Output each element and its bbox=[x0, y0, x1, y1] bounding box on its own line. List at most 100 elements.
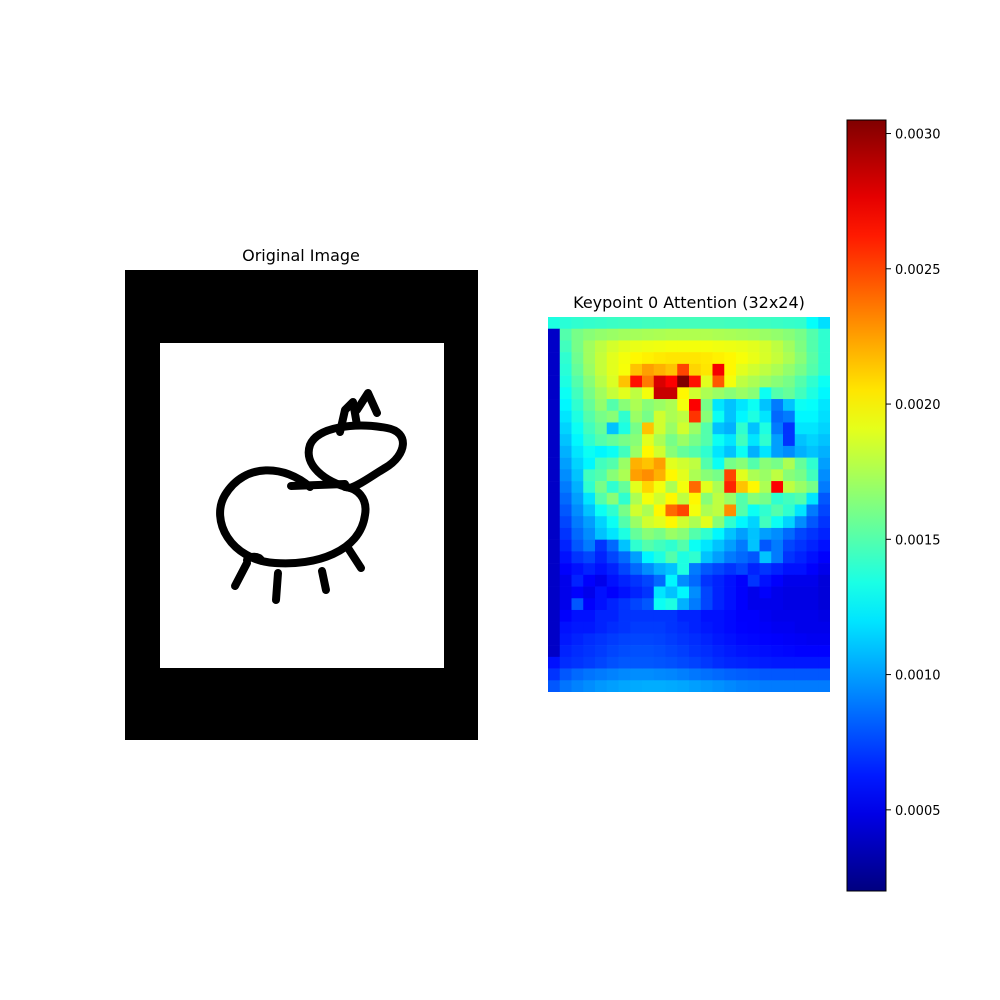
heatmap-cell bbox=[677, 492, 690, 505]
heatmap-cell bbox=[606, 352, 619, 365]
heatmap-cell bbox=[606, 645, 619, 658]
heatmap-cell bbox=[712, 317, 725, 330]
heatmap-cell bbox=[548, 340, 561, 353]
heatmap-cell bbox=[736, 656, 749, 669]
heatmap-cell bbox=[794, 645, 807, 658]
heatmap-cell bbox=[794, 633, 807, 646]
attention-heatmap bbox=[548, 317, 830, 692]
heatmap-cell bbox=[700, 551, 713, 564]
heatmap-cell bbox=[583, 387, 596, 400]
heatmap-cell bbox=[771, 399, 784, 412]
heatmap-cell bbox=[606, 668, 619, 681]
heatmap-cell bbox=[677, 422, 690, 435]
heatmap-cell bbox=[806, 387, 819, 400]
heatmap-cell bbox=[818, 516, 830, 529]
heatmap-cell bbox=[806, 328, 819, 341]
heatmap-cell bbox=[606, 656, 619, 669]
heatmap-cell bbox=[606, 633, 619, 646]
heatmap-cell bbox=[724, 551, 737, 564]
heatmap-cell bbox=[818, 539, 830, 552]
heatmap-cell bbox=[724, 504, 737, 517]
heatmap-cell bbox=[759, 539, 772, 552]
heatmap-cell bbox=[571, 399, 584, 412]
colorbar-tick-label: 0.0020 bbox=[895, 398, 941, 413]
heatmap-cell bbox=[794, 504, 807, 517]
heatmap-cell bbox=[794, 375, 807, 388]
heatmap-cell bbox=[618, 387, 631, 400]
heatmap-cell bbox=[665, 516, 678, 529]
heatmap-cell bbox=[759, 492, 772, 505]
heatmap-cell bbox=[583, 680, 596, 692]
heatmap-cell bbox=[794, 481, 807, 494]
heatmap-cell bbox=[677, 574, 690, 587]
heatmap-cell bbox=[618, 527, 631, 540]
heatmap-cell bbox=[606, 598, 619, 611]
heatmap-cell bbox=[712, 680, 725, 692]
heatmap-cell bbox=[665, 363, 678, 376]
heatmap-cell bbox=[700, 504, 713, 517]
heatmap-cell bbox=[677, 633, 690, 646]
heatmap-cell bbox=[665, 504, 678, 517]
heatmap-cell bbox=[559, 656, 572, 669]
heatmap-cell bbox=[700, 563, 713, 576]
heatmap-cell bbox=[818, 645, 830, 658]
heatmap-cell bbox=[642, 434, 655, 447]
heatmap-cell bbox=[677, 680, 690, 692]
heatmap-cell bbox=[700, 492, 713, 505]
heatmap-cell bbox=[548, 434, 561, 447]
heatmap-cell bbox=[559, 539, 572, 552]
heatmap-cell bbox=[806, 633, 819, 646]
heatmap-cell bbox=[736, 563, 749, 576]
heatmap-cell bbox=[794, 621, 807, 634]
heatmap-cell bbox=[665, 445, 678, 458]
heatmap-cell bbox=[806, 609, 819, 622]
heatmap-cell bbox=[818, 492, 830, 505]
heatmap-cell bbox=[818, 680, 830, 692]
heatmap-cell bbox=[724, 363, 737, 376]
doodle-head bbox=[304, 421, 407, 492]
heatmap-cell bbox=[783, 469, 796, 482]
heatmap-cell bbox=[736, 317, 749, 330]
heatmap-cell bbox=[736, 551, 749, 564]
heatmap-cell bbox=[712, 609, 725, 622]
heatmap-cell bbox=[618, 481, 631, 494]
heatmap-cell bbox=[571, 586, 584, 599]
heatmap-cell bbox=[677, 328, 690, 341]
heatmap-cell bbox=[595, 668, 608, 681]
heatmap-cell bbox=[583, 340, 596, 353]
heatmap-cell bbox=[606, 527, 619, 540]
heatmap-cell bbox=[677, 399, 690, 412]
heatmap-cell bbox=[677, 668, 690, 681]
heatmap-cell bbox=[724, 633, 737, 646]
heatmap-cell bbox=[630, 574, 643, 587]
heatmap-cell bbox=[818, 410, 830, 423]
colorbar-tick-label: 0.0030 bbox=[895, 128, 941, 143]
heatmap-cell bbox=[794, 328, 807, 341]
heatmap-cell bbox=[571, 363, 584, 376]
doodle-belly-blob bbox=[243, 552, 266, 565]
heatmap-cell bbox=[771, 469, 784, 482]
heatmap-title: Keypoint 0 Attention (32x24) bbox=[573, 293, 805, 312]
doodle-horn-left bbox=[336, 398, 361, 436]
heatmap-cell bbox=[806, 375, 819, 388]
heatmap-cell bbox=[700, 598, 713, 611]
heatmap-cell bbox=[806, 481, 819, 494]
heatmap-cell bbox=[783, 539, 796, 552]
heatmap-cell bbox=[736, 492, 749, 505]
heatmap-cell bbox=[583, 586, 596, 599]
heatmap-cell bbox=[700, 539, 713, 552]
heatmap-cell bbox=[606, 680, 619, 692]
colorbar-tick-label: 0.0010 bbox=[895, 669, 941, 684]
heatmap-cell bbox=[724, 434, 737, 447]
heatmap-cell bbox=[571, 422, 584, 435]
heatmap-cell bbox=[759, 317, 772, 330]
heatmap-cell bbox=[595, 422, 608, 435]
heatmap-cell bbox=[689, 539, 702, 552]
heatmap-cell bbox=[606, 551, 619, 564]
heatmap-cell bbox=[571, 387, 584, 400]
heatmap-cell bbox=[724, 481, 737, 494]
heatmap-cell bbox=[606, 492, 619, 505]
doodle-leg-2 bbox=[272, 569, 282, 604]
heatmap-cell bbox=[559, 598, 572, 611]
heatmap-cell bbox=[700, 457, 713, 470]
